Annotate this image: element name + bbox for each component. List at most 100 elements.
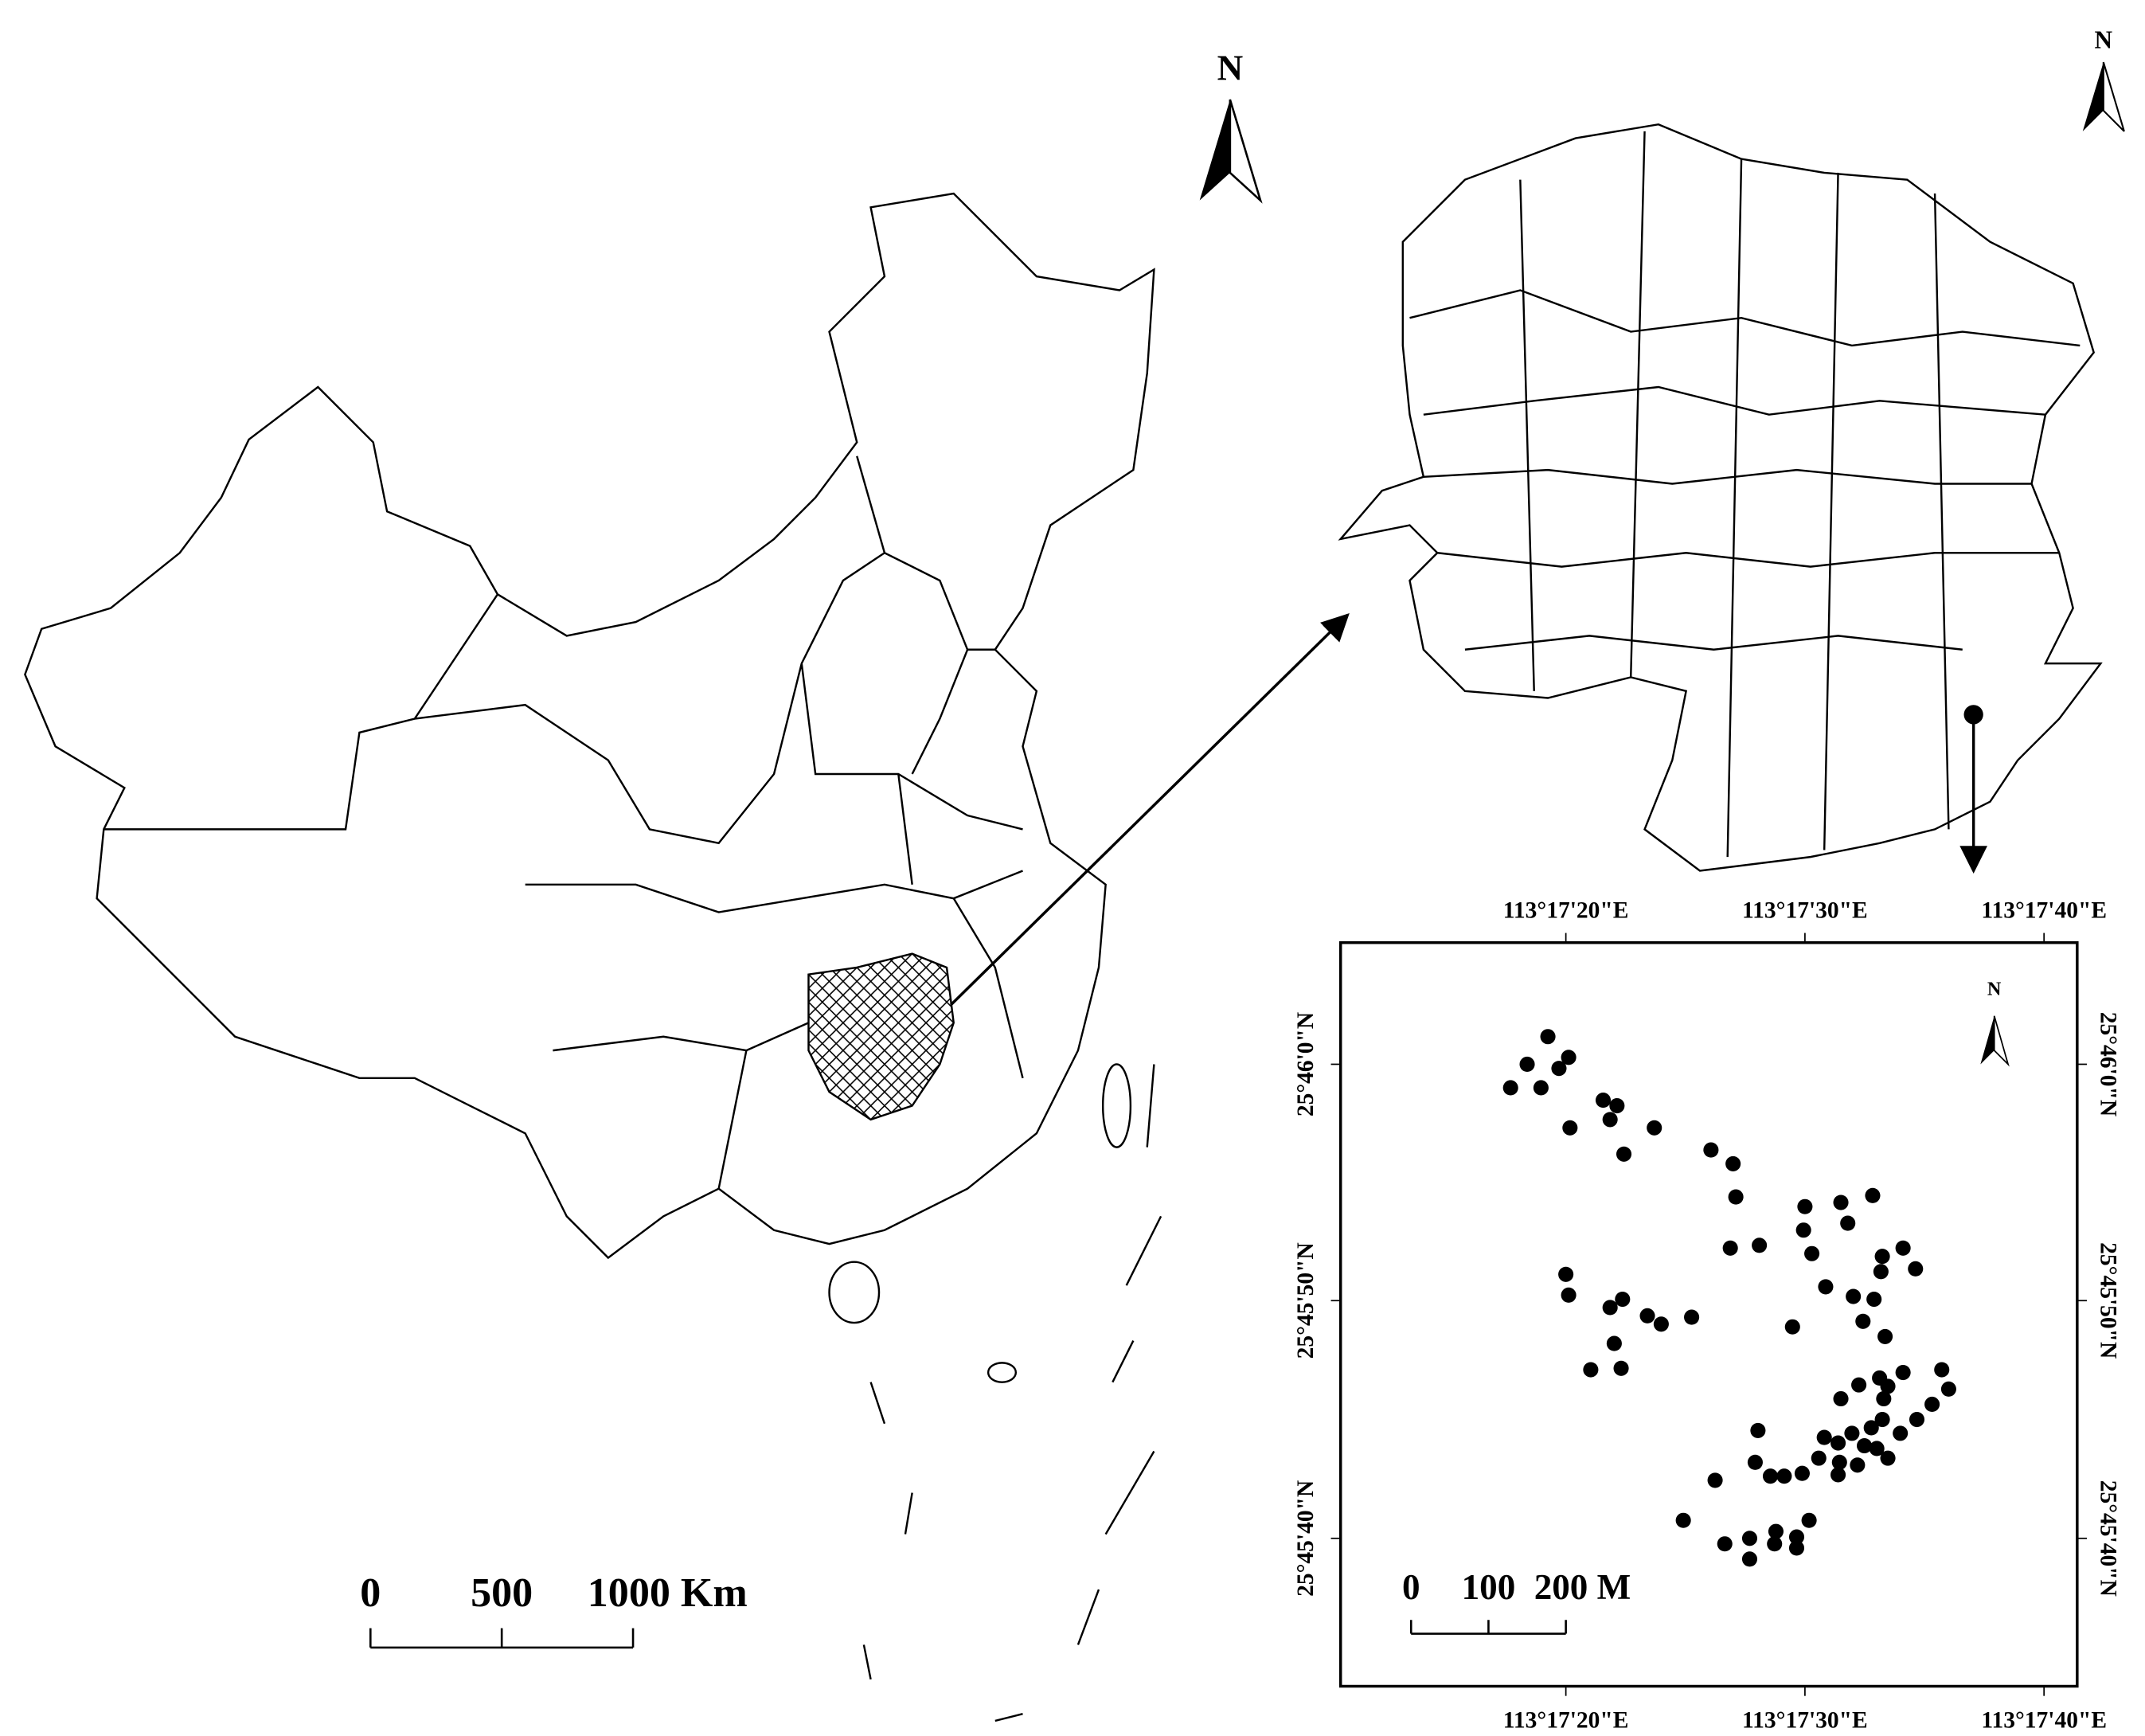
north-label: N <box>2095 26 2113 54</box>
sample-site <box>1595 1093 1612 1108</box>
sample-site <box>1880 1378 1896 1394</box>
sample-site <box>1804 1245 1820 1261</box>
sample-site <box>1830 1435 1846 1451</box>
sample-site <box>1873 1264 1889 1280</box>
sample-site <box>1502 1080 1518 1096</box>
sample-site <box>1851 1377 1867 1393</box>
sample-site <box>1876 1390 1892 1407</box>
sample-site <box>1811 1450 1827 1466</box>
sample-site <box>1616 1146 1632 1162</box>
lat-label: 25°45'40"N <box>2095 1480 2120 1597</box>
sample-site <box>1602 1112 1618 1128</box>
scale-label: 0 <box>1402 1567 1420 1607</box>
lon-label: 113°17'30"E <box>1742 1708 1868 1734</box>
sample-site <box>1540 1029 1556 1045</box>
sample-site <box>1831 1454 1847 1470</box>
sample-site <box>1801 1512 1817 1528</box>
sample-site <box>1562 1120 1578 1136</box>
sample-site <box>1722 1240 1738 1256</box>
sample-site <box>1533 1080 1549 1096</box>
sample-site <box>1940 1381 1956 1397</box>
sample-site <box>1844 1425 1860 1441</box>
sample-site <box>1703 1142 1719 1158</box>
sample-site <box>1855 1313 1871 1329</box>
sample-site <box>1752 1237 1768 1253</box>
sample-site <box>1653 1316 1669 1332</box>
scale-label: 100 <box>1462 1567 1516 1607</box>
sample-site <box>1647 1120 1662 1136</box>
sample-site <box>1856 1437 1873 1454</box>
lat-label: 25°45'40"N <box>1293 1480 1319 1597</box>
sample-site <box>1519 1056 1535 1073</box>
sample-site <box>1717 1536 1733 1552</box>
sample-site <box>1609 1097 1625 1114</box>
scale-label: 500 <box>471 1570 533 1616</box>
scale-label: 200 M <box>1534 1567 1631 1607</box>
sample-site <box>1561 1050 1577 1065</box>
sample-site <box>1583 1362 1599 1378</box>
sample-site <box>1795 1222 1811 1238</box>
sample-site <box>1863 1420 1879 1436</box>
lon-label: 113°17'20"E <box>1503 897 1629 923</box>
sample-site <box>1747 1454 1763 1470</box>
sample-site <box>1615 1291 1631 1308</box>
sample-site <box>1934 1362 1950 1378</box>
sample-site <box>1874 1411 1890 1428</box>
sample-site <box>1816 1429 1832 1445</box>
sample-site <box>1797 1198 1813 1214</box>
scale-label: 0 <box>360 1570 381 1616</box>
sample-site <box>1639 1308 1655 1324</box>
lat-label: 25°45'50"N <box>2095 1242 2120 1359</box>
sample-site <box>1776 1468 1792 1484</box>
sample-site <box>1725 1155 1741 1171</box>
scale-label: 1000 Km <box>588 1570 748 1616</box>
map-frame <box>1338 940 2079 1688</box>
sample-site <box>1874 1249 1890 1265</box>
sample-site <box>1675 1512 1691 1528</box>
lat-label: 25°45'50"N <box>1293 1242 1319 1359</box>
sample-site <box>1784 1319 1800 1335</box>
sample-site <box>1794 1465 1810 1481</box>
china-map: N 0 500 1000 Km <box>24 49 1350 1722</box>
sample-site <box>1869 1441 1885 1456</box>
lat-label: 25°46'0"N <box>1293 1012 1319 1116</box>
sample-site <box>1846 1288 1862 1304</box>
sample-site <box>1768 1523 1784 1539</box>
sample-site <box>1909 1411 1925 1428</box>
sample-site <box>1865 1187 1881 1203</box>
sample-site <box>1762 1468 1779 1484</box>
sample-site <box>1551 1061 1567 1077</box>
site-map: N 0 100 200 M 113°17'20"E 113°17'20"E 113°… <box>1293 897 2120 1733</box>
sample-site <box>1908 1261 1924 1277</box>
sample-site <box>1788 1540 1805 1556</box>
sample-site <box>1880 1450 1896 1466</box>
sample-site <box>1893 1425 1909 1441</box>
sample-site <box>1895 1364 1911 1381</box>
sample-site <box>1877 1328 1893 1344</box>
lon-label: 113°17'30"E <box>1742 897 1868 923</box>
sample-site <box>1833 1390 1849 1407</box>
sample-site <box>1788 1529 1805 1545</box>
sample-site <box>1558 1266 1574 1282</box>
sample-site <box>1840 1215 1856 1231</box>
lon-label: 113°17'40"E <box>1981 1708 2107 1734</box>
sample-site <box>1750 1422 1766 1438</box>
province-map: N <box>1338 26 2125 874</box>
north-label: N <box>1987 979 2002 1000</box>
sample-site <box>1606 1335 1622 1351</box>
sample-site <box>1602 1300 1618 1316</box>
north-label: N <box>1217 49 1244 88</box>
sample-site <box>1728 1189 1744 1205</box>
sample-site <box>1818 1279 1834 1295</box>
sample-site <box>1741 1531 1758 1546</box>
sample-site <box>1850 1457 1866 1473</box>
sample-site <box>1684 1309 1700 1325</box>
lon-label: 113°17'40"E <box>1981 897 2107 923</box>
sample-site <box>1741 1551 1758 1567</box>
sample-site <box>1707 1472 1723 1488</box>
sample-site <box>1767 1536 1783 1552</box>
sample-site <box>1866 1291 1882 1308</box>
sample-site <box>1924 1396 1940 1412</box>
